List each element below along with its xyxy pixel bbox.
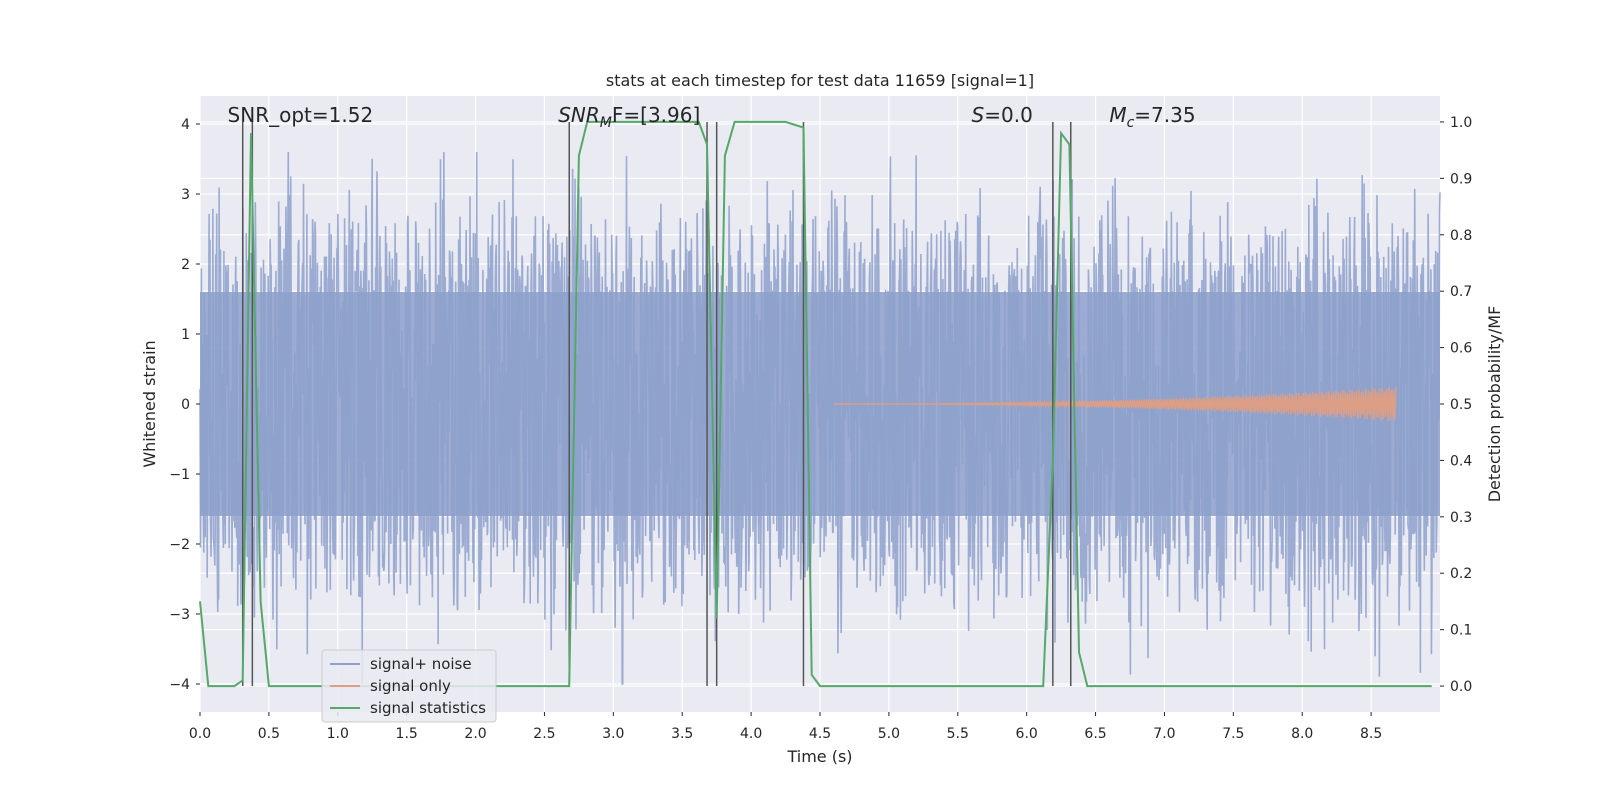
x-tick-label: 0.5 — [258, 726, 280, 742]
x-tick-label: 5.5 — [947, 726, 969, 742]
legend-label-signal-noise: signal+ noise — [370, 655, 472, 673]
x-tick-label: 8.0 — [1291, 726, 1313, 742]
tick-labels: 0.0 0.5 1.0 1.5 2.0 2.5 3.0 3.5 4.0 4.5 5.0 5.5 6.0 6… — [169, 115, 1472, 742]
y2-tick-label: 1.0 — [1450, 115, 1472, 131]
y2-tick-label: 0.4 — [1450, 453, 1472, 469]
y-tick-label: −4 — [169, 677, 190, 693]
y-tick-label: −2 — [169, 537, 190, 553]
series-signal-only — [833, 386, 1397, 421]
y2-tick-label: 0.3 — [1450, 510, 1472, 526]
y2-tick-label: 0.6 — [1450, 341, 1472, 357]
x-tick-label: 1.0 — [327, 726, 349, 742]
y-tick-label: 1 — [181, 327, 190, 343]
x-tick-label: 4.0 — [740, 726, 762, 742]
y2-tick-label: 0.9 — [1450, 171, 1472, 187]
legend-box — [321, 649, 497, 723]
x-tick-label: 7.0 — [1153, 726, 1175, 742]
y2-axis-label: Detection probability/MF — [1485, 306, 1504, 503]
x-tick-label: 4.5 — [809, 726, 831, 742]
annotation-3: Mc=7.35 — [1109, 103, 1195, 131]
legend-label-signal-statistics: signal statistics — [370, 699, 486, 717]
annotation-2: S=0.0 — [972, 103, 1033, 127]
y-tick-label: −3 — [169, 607, 190, 623]
x-tick-label: 6.5 — [1084, 726, 1106, 742]
x-tick-label: 8.5 — [1360, 726, 1382, 742]
x-tick-label: 3.0 — [602, 726, 624, 742]
y-tick-label: 2 — [181, 257, 190, 273]
y-axis-label: Whitened strain — [140, 340, 159, 467]
chirp-line — [833, 386, 1397, 421]
y2-tick-label: 0.7 — [1450, 284, 1472, 300]
x-tick-label: 1.5 — [396, 726, 418, 742]
y2-tick-label: 0.5 — [1450, 397, 1472, 413]
y2-tick-label: 0.1 — [1450, 623, 1472, 639]
legend: signal+ noise signal only signal statist… — [321, 649, 497, 723]
x-tick-label: 5.0 — [878, 726, 900, 742]
legend-label-signal-only: signal only — [370, 677, 451, 695]
statistics-line — [199, 120, 1432, 688]
y2-tick-label: 0.2 — [1450, 566, 1472, 582]
x-tick-label: 2.5 — [533, 726, 555, 742]
y-tick-label: 4 — [181, 117, 190, 133]
x-tick-label: 6.0 — [1016, 726, 1038, 742]
annotation-1: SNRMF=[3.96] — [558, 103, 700, 131]
x-tick-label: 7.5 — [1222, 726, 1244, 742]
annotation-0: SNR_opt=1.52 — [228, 103, 374, 127]
x-tick-label: 2.0 — [464, 726, 486, 742]
y2-tick-label: 0.0 — [1450, 679, 1472, 695]
y-tick-label: 0 — [181, 397, 190, 413]
y-tick-label: −1 — [169, 467, 190, 483]
annotations: SNR_opt=1.52 SNRMF=[3.96] S=0.0 Mc=7.35 — [228, 103, 1196, 131]
y2-tick-label: 0.8 — [1450, 228, 1472, 244]
x-tick-label: 0.0 — [189, 726, 211, 742]
series-signal-statistics — [199, 120, 1432, 688]
x-axis-label: Time (s) — [786, 747, 852, 766]
y-tick-label: 3 — [181, 187, 190, 203]
chart-title: stats at each timestep for test data 116… — [606, 71, 1034, 90]
x-tick-label: 3.5 — [671, 726, 693, 742]
